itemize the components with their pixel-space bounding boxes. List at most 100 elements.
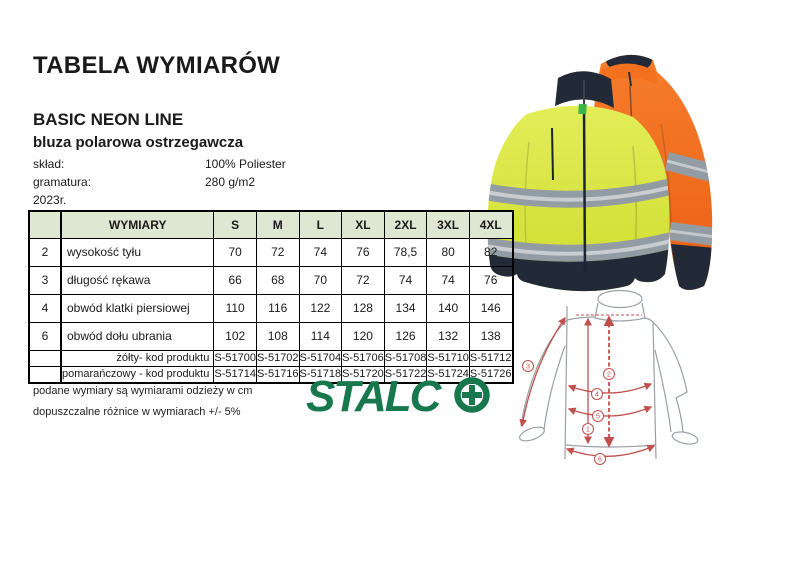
header-size-s: S — [213, 210, 257, 239]
size-value: 80 — [426, 238, 470, 267]
label-1: 1 — [582, 423, 594, 435]
row-number: 6 — [28, 322, 62, 351]
product-code: S-51722 — [383, 366, 428, 384]
label-2: 2 — [603, 368, 615, 380]
code-row-label: pomarańczowy - kod produktu — [60, 366, 215, 384]
page-title: TABELA WYMIARÓW — [33, 52, 281, 79]
size-value: 76 — [341, 238, 385, 267]
header-size-m: M — [255, 210, 300, 239]
row-number: 4 — [28, 294, 62, 323]
brand-tag — [578, 103, 587, 115]
dimension-label: długość rękawa — [60, 266, 215, 295]
size-value: 66 — [213, 266, 257, 295]
size-value: 108 — [255, 322, 300, 351]
size-table: WYMIARY S M L XL 2XL 3XL 4XL 2 wysokość … — [28, 210, 514, 384]
spec-value-material: 100% Poliester — [205, 157, 286, 171]
size-value: 114 — [298, 322, 343, 351]
header-size-3xl: 3XL — [426, 210, 470, 239]
product-code: S-51704 — [298, 350, 343, 367]
note-units: podane wymiary są wymiarami odzieży w cm — [33, 385, 253, 397]
size-value: 116 — [255, 294, 300, 323]
size-value: 102 — [213, 322, 257, 351]
size-value: 132 — [426, 322, 470, 351]
chest-pocket-zipper — [551, 127, 554, 181]
size-value: 122 — [298, 294, 343, 323]
product-code: S-51712 — [468, 350, 514, 367]
spec-year: 2023r. — [33, 193, 67, 207]
size-value: 68 — [255, 266, 300, 295]
size-value: 82 — [468, 238, 514, 267]
header-size-xl: XL — [341, 210, 385, 239]
product-photo-jackets — [487, 54, 713, 292]
svg-text:1: 1 — [586, 427, 590, 434]
dimension-label: obwód dołu ubrania — [60, 322, 215, 351]
spec-label-weight: gramatura: — [33, 175, 92, 189]
size-value: 138 — [468, 322, 514, 351]
size-value: 110 — [213, 294, 257, 323]
arrow-waist — [567, 405, 653, 417]
logo-text: STALC — [306, 372, 443, 421]
stalco-logo: STALC — [306, 372, 490, 421]
product-code: S-51706 — [341, 350, 385, 367]
arrow-hem — [565, 444, 656, 457]
size-value: 128 — [341, 294, 385, 323]
size-value: 74 — [426, 266, 470, 295]
product-code: S-51714 — [213, 366, 257, 384]
size-value: 70 — [298, 266, 343, 295]
empty-cell — [28, 366, 62, 384]
size-diagram: 1 2 3 4 5 6 — [519, 289, 699, 465]
spec-value-weight: 280 g/m2 — [205, 175, 256, 189]
header-size-l: L — [298, 210, 343, 239]
row-number: 2 — [28, 238, 62, 267]
header-dimension-cell: WYMIARY — [60, 210, 215, 239]
size-value: 126 — [383, 322, 428, 351]
svg-text:3: 3 — [526, 364, 530, 371]
dimension-label: wysokość tyłu — [60, 238, 215, 267]
table-row: 2 wysokość tyłu 70 72 74 76 78,5 80 82 — [28, 238, 514, 267]
arrow-chest — [567, 382, 653, 394]
arrow-sleeve-length — [519, 316, 566, 428]
dimension-label: obwód klatki piersiowej — [60, 294, 215, 323]
svg-text:4: 4 — [595, 392, 599, 399]
code-row-label: żółty- kod produktu — [60, 350, 215, 367]
header-size-2xl: 2XL — [383, 210, 428, 239]
size-value: 70 — [213, 238, 257, 267]
product-code: S-51700 — [213, 350, 257, 367]
size-value: 134 — [383, 294, 428, 323]
label-6: 6 — [594, 453, 606, 465]
svg-text:6: 6 — [598, 457, 602, 464]
jacket-zipper — [582, 105, 587, 273]
measurement-labels: 1 2 3 4 5 6 — [522, 360, 615, 465]
table-header-row: WYMIARY S M L XL 2XL 3XL 4XL — [28, 210, 514, 239]
product-code-row-orange: pomarańczowy - kod produktu S-51714 S-51… — [28, 366, 514, 384]
product-code: S-51702 — [255, 350, 300, 367]
label-4: 4 — [591, 388, 603, 400]
measurement-arrows — [519, 314, 656, 457]
product-description: bluza polarowa ostrzegawcza — [33, 134, 244, 151]
label-5: 5 — [592, 410, 604, 422]
size-value: 72 — [341, 266, 385, 295]
size-value: 74 — [383, 266, 428, 295]
table-row: 6 obwód dołu ubrania 102 108 114 120 126… — [28, 322, 514, 351]
product-code: S-51710 — [426, 350, 470, 367]
row-number: 3 — [28, 266, 62, 295]
product-name: BASIC NEON LINE — [33, 110, 184, 129]
table-row: 3 długość rękawa 66 68 70 72 74 74 76 — [28, 266, 514, 295]
size-value: 78,5 — [383, 238, 428, 267]
product-code-row-yellow: żółty- kod produktu S-51700 S-51702 S-51… — [28, 350, 514, 367]
plus-circle-icon — [454, 377, 490, 413]
svg-text:5: 5 — [596, 414, 600, 421]
spec-label-material: skład: — [33, 157, 65, 171]
label-3: 3 — [522, 360, 534, 372]
size-value: 140 — [426, 294, 470, 323]
note-tolerance: dopuszczalne różnice w wymiarach +/- 5% — [33, 406, 241, 418]
header-corner-cell — [28, 210, 62, 239]
header-size-4xl: 4XL — [468, 210, 514, 239]
empty-cell — [28, 350, 62, 367]
size-value: 76 — [468, 266, 514, 295]
size-value: 120 — [341, 322, 385, 351]
size-value: 74 — [298, 238, 343, 267]
size-value: 72 — [255, 238, 300, 267]
product-code: S-51716 — [255, 366, 300, 384]
